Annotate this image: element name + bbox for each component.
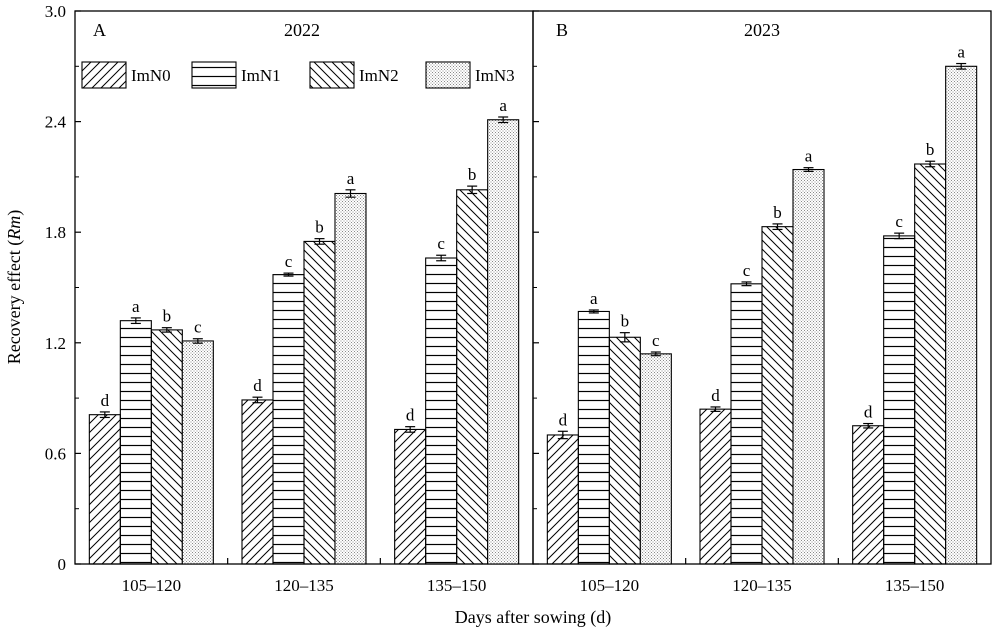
y-tick-label: 0	[58, 555, 67, 574]
y-tick-label: 0.6	[45, 444, 66, 463]
legend-swatch-imn1	[191, 61, 237, 89]
bar-imn0	[546, 434, 579, 565]
y-axis-title: Recovery effect (Rm)	[4, 210, 25, 365]
bar-imn3	[334, 192, 367, 565]
significance-letter: c	[743, 261, 751, 280]
bar-imn3	[792, 168, 825, 565]
y-tick-label: 2.4	[45, 113, 67, 132]
significance-letter: c	[437, 234, 445, 253]
significance-letter: d	[253, 376, 262, 395]
panel-b-title: 2023	[744, 20, 780, 40]
bar-imn3	[487, 119, 520, 565]
bar-imn1	[577, 310, 610, 565]
significance-letter: b	[315, 218, 324, 237]
panel-b-label: B	[556, 20, 568, 40]
legend: ImN0 ImN1 ImN2 ImN3	[81, 61, 515, 89]
bar-imn1	[730, 283, 763, 565]
significance-letter: d	[711, 386, 720, 405]
bar-imn2	[303, 240, 336, 565]
bar-imn3	[639, 353, 672, 565]
legend-label: ImN3	[475, 66, 515, 85]
legend-swatch-imn0	[81, 61, 127, 89]
legend-label: ImN0	[131, 66, 171, 85]
bar-imn2	[761, 226, 794, 565]
x-tick-label: 105–120	[580, 576, 640, 595]
y-tick-label: 1.8	[45, 223, 66, 242]
panel-a-title: 2022	[284, 20, 320, 40]
significance-letter: a	[805, 147, 813, 166]
x-tick-label: 135–150	[885, 576, 945, 595]
bar-imn0	[88, 414, 121, 565]
significance-letter: c	[194, 318, 202, 337]
bar-imn1	[425, 257, 458, 565]
bar-imn3	[181, 340, 214, 565]
panel-a: A 2022 d a b c d c b a d c b a	[74, 10, 534, 565]
significance-letter: c	[652, 331, 660, 350]
significance-letter: a	[347, 169, 355, 188]
bar-imn2	[456, 189, 489, 565]
y-tick-label: 3.0	[45, 2, 66, 21]
bar-imn0	[241, 399, 274, 565]
y-tick-label: 1.2	[45, 334, 66, 353]
significance-letter: d	[101, 391, 110, 410]
legend-swatch-imn2	[309, 61, 355, 89]
bar-imn0	[852, 425, 885, 565]
bar-imn0	[699, 408, 732, 565]
panel-b: B 2023 d a b c d c b a d c b a	[532, 10, 992, 565]
significance-letter: b	[926, 140, 935, 159]
x-tick-label: 105–120	[122, 576, 182, 595]
significance-letter: b	[468, 165, 477, 184]
significance-letter: c	[285, 252, 293, 271]
bar-imn1	[883, 235, 916, 565]
panel-b-bars: d a b c d c b a d c b a	[546, 43, 978, 565]
bar-imn0	[394, 428, 427, 565]
y-axis: 0 0.6 1.2 1.8 2.4 3.0	[45, 2, 539, 574]
significance-letter: a	[499, 96, 507, 115]
panel-a-bars: d a b c d c b a d c b a	[88, 96, 520, 565]
bar-imn2	[150, 329, 183, 565]
legend-swatch-imn3	[425, 61, 471, 89]
significance-letter: d	[406, 406, 415, 425]
significance-letter: b	[621, 312, 630, 331]
legend-label: ImN2	[359, 66, 399, 85]
legend-label: ImN1	[241, 66, 281, 85]
x-axis: 105–120 120–135 135–150 105–120 120–135 135–1…	[122, 558, 945, 595]
significance-letter: d	[864, 403, 873, 422]
panel-a-label: A	[93, 20, 106, 40]
x-tick-label: 120–135	[274, 576, 334, 595]
x-axis-title: Days after sowing (d)	[455, 607, 611, 628]
x-tick-label: 120–135	[732, 576, 792, 595]
bar-imn2	[914, 163, 947, 565]
x-tick-label: 135–150	[427, 576, 487, 595]
significance-letter: a	[132, 297, 140, 316]
bar-imn1	[272, 274, 305, 565]
significance-letter: c	[895, 212, 903, 231]
bar-imn1	[119, 320, 152, 565]
significance-letter: a	[957, 43, 965, 62]
bar-imn2	[608, 336, 641, 565]
significance-letter: a	[590, 289, 598, 308]
significance-letter: b	[163, 307, 172, 326]
bar-imn3	[945, 65, 978, 565]
significance-letter: b	[773, 203, 782, 222]
significance-letter: d	[559, 410, 568, 429]
